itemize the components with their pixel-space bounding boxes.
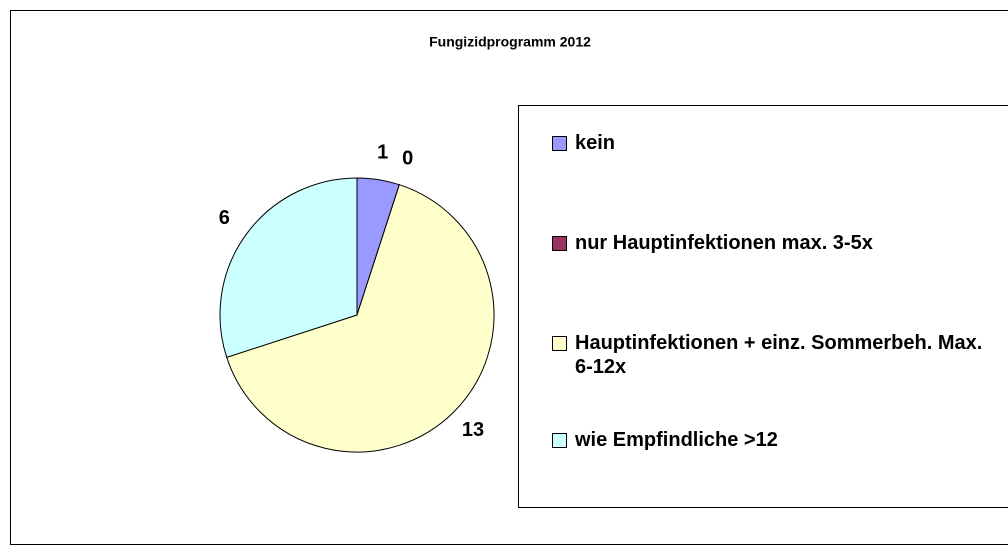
pie-slice (226, 184, 495, 453)
legend-label: nur Hauptinfektionen max. 3-5x (575, 232, 873, 254)
chart-title: Fungizidprogramm 2012 (429, 34, 591, 50)
legend-label: Hauptinfektionen + einz. Sommerbeh. Max.… (575, 332, 983, 378)
legend-swatch (552, 236, 567, 251)
legend-swatch (552, 433, 567, 448)
legend-item: kein (552, 131, 992, 155)
legend-item: Hauptinfektionen + einz. Sommerbeh. Max.… (552, 331, 992, 379)
legend-label: wie Empfindliche >12 (575, 429, 778, 451)
legend-item: wie Empfindliche >12 (552, 428, 992, 452)
data-label: 0 (402, 147, 413, 169)
legend-label: kein (575, 132, 616, 154)
data-label: 1 (377, 141, 388, 163)
legend-item: nur Hauptinfektionen max. 3-5x (552, 231, 992, 255)
data-label: 13 (462, 419, 484, 441)
legend-swatch (552, 336, 567, 351)
pie-slice (219, 177, 358, 358)
legend-box (518, 105, 1008, 508)
data-label: 6 (219, 207, 230, 229)
legend-swatch (552, 136, 567, 151)
